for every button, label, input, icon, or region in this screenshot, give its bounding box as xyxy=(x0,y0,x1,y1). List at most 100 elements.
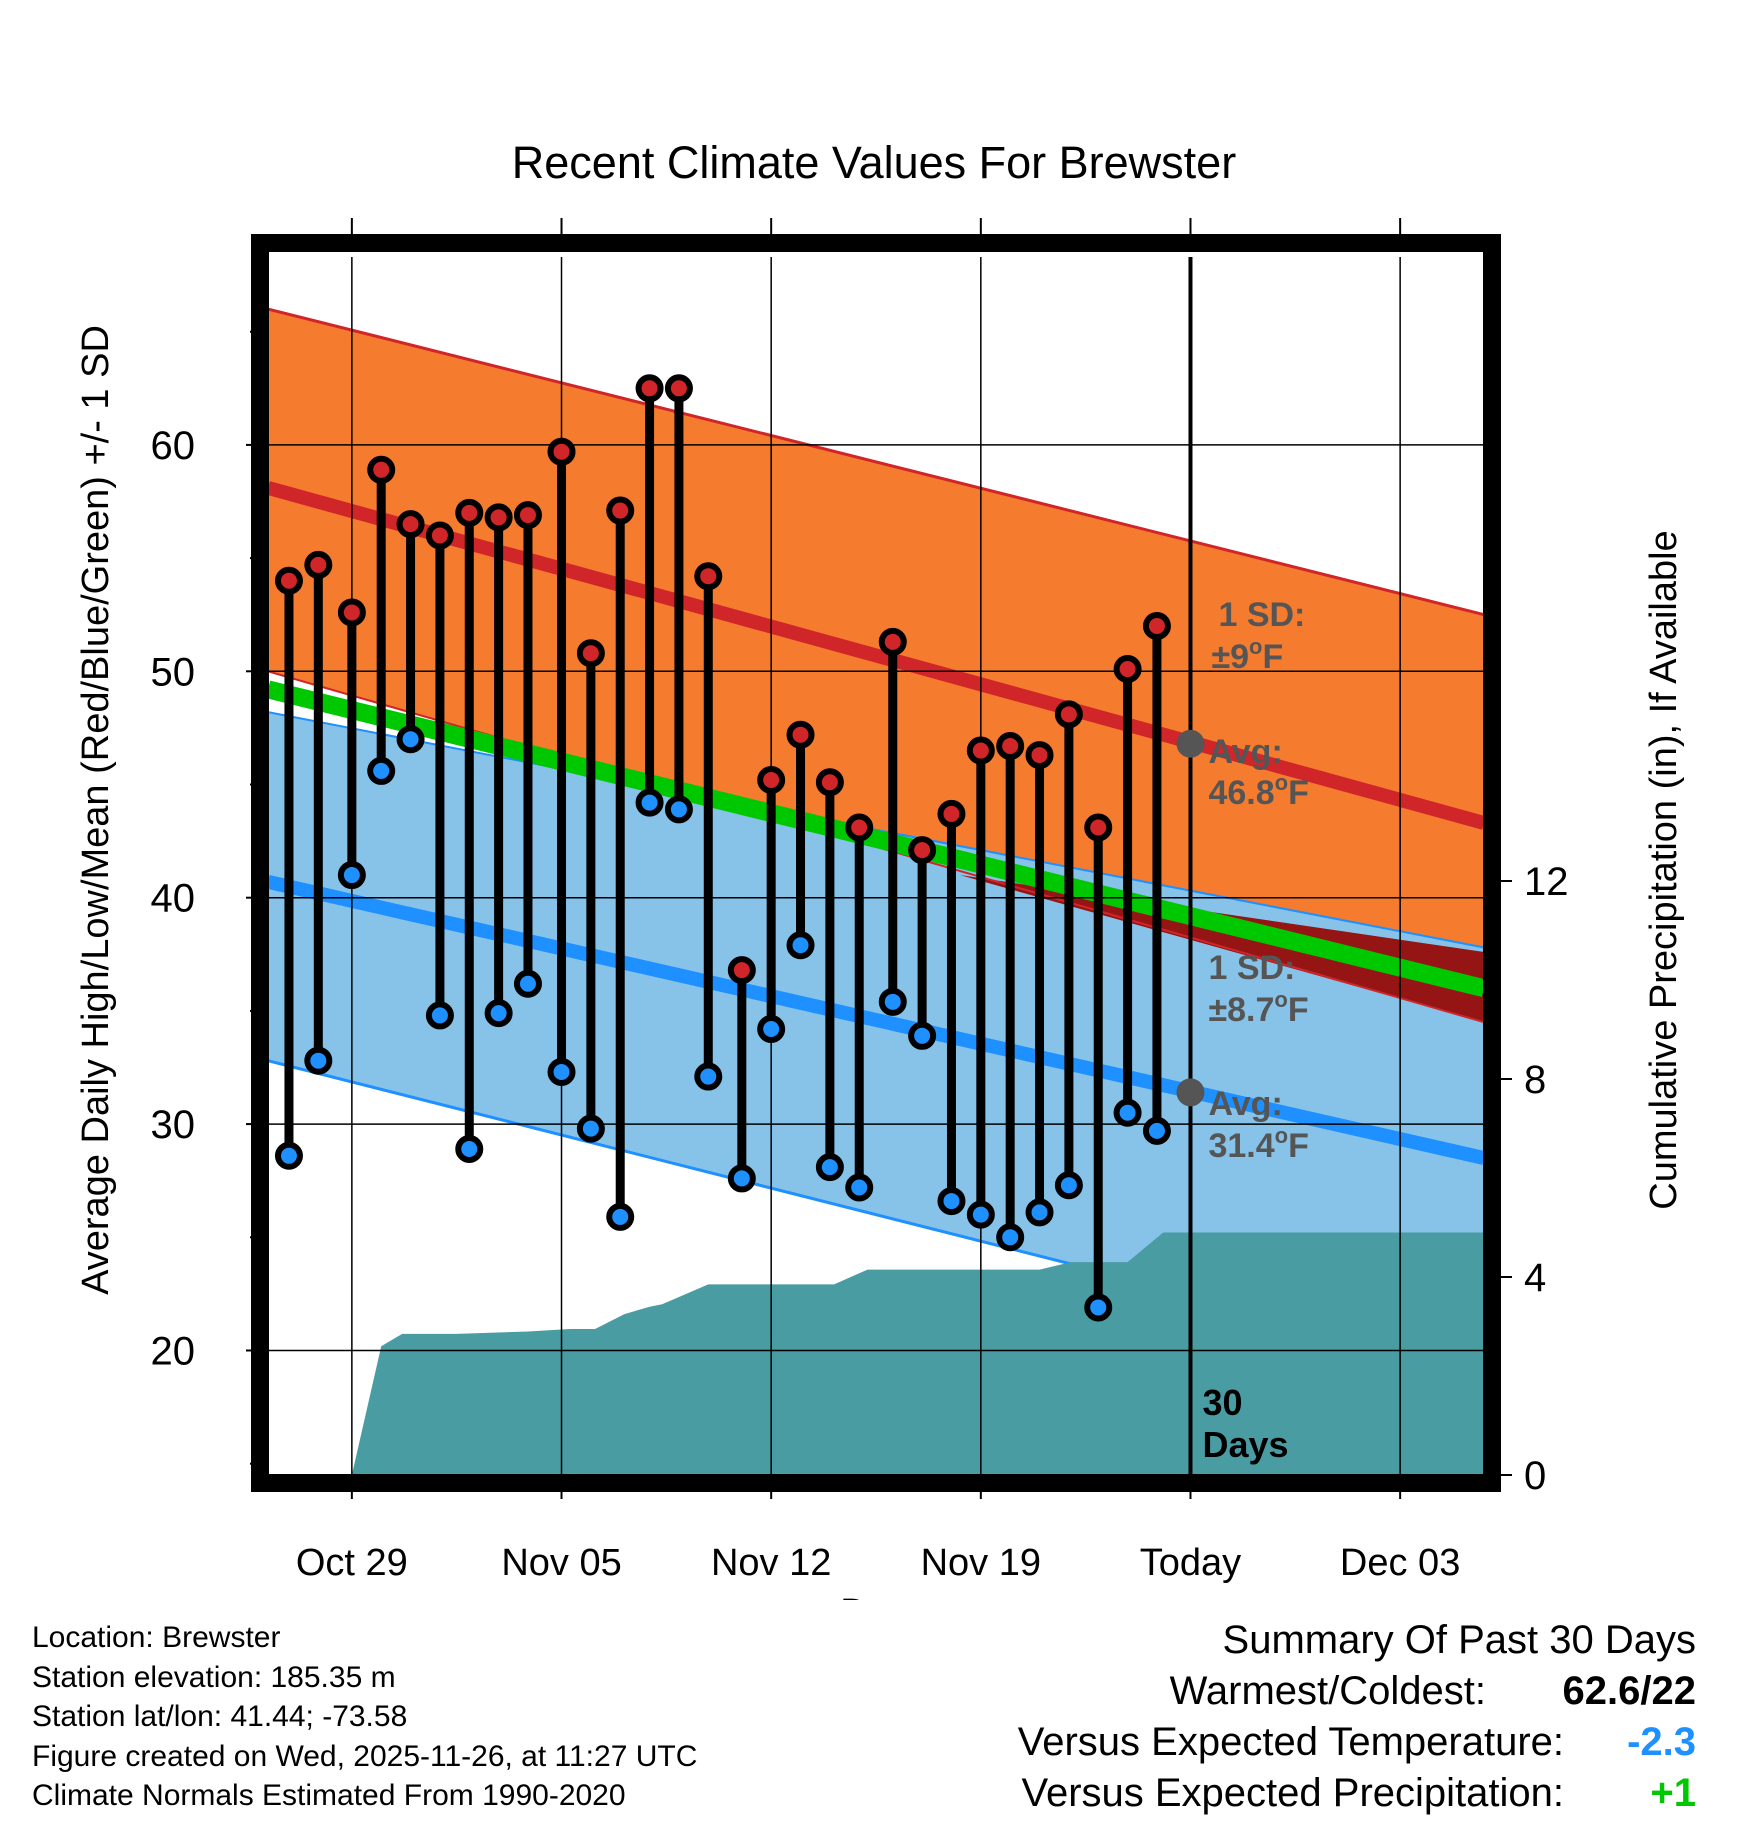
low-avg-label: Avg: xyxy=(1208,1085,1282,1123)
summary-precip-label: Versus Expected Precipitation: xyxy=(1021,1771,1564,1815)
daily-high-point xyxy=(815,768,844,797)
daily-low-point xyxy=(908,1021,937,1050)
low-sd-label: 1 SD: xyxy=(1208,949,1295,987)
low-avg-marker xyxy=(1176,1078,1205,1107)
daily-high-point xyxy=(484,503,513,532)
daily-high-point xyxy=(727,956,756,985)
high-avg-marker xyxy=(1176,729,1205,758)
daily-low-point xyxy=(635,788,664,817)
high-sd-label: 1 SD: xyxy=(1218,596,1305,634)
daily-high-point xyxy=(455,498,484,527)
daily-low-point xyxy=(664,795,693,824)
summary-panel: Summary Of Past 30 Days Warmest/Coldest:… xyxy=(896,1615,1696,1819)
daily-high-point xyxy=(845,813,874,842)
daily-high-point xyxy=(1142,612,1171,641)
daily-low-point xyxy=(1025,1198,1054,1227)
high-band-upper-edge xyxy=(268,307,1484,617)
daily-low-point xyxy=(513,969,542,998)
daily-high-point xyxy=(367,455,396,484)
daily-low-point xyxy=(786,931,815,960)
daily-low-point xyxy=(304,1046,333,1075)
x-tick-label: Dec 03 xyxy=(1340,1542,1460,1584)
y2-tick-label: 4 xyxy=(1524,1256,1546,1300)
daily-low-point xyxy=(484,999,513,1028)
daily-low-point xyxy=(757,1015,786,1044)
y-tick-label: 50 xyxy=(151,650,196,694)
x-tick-label: Today xyxy=(1140,1542,1241,1584)
daily-high-point xyxy=(937,799,966,828)
daily-low-point xyxy=(878,987,907,1016)
y2-tick-label: 12 xyxy=(1524,860,1569,904)
elevation-text: Station elevation: 185.35 m xyxy=(32,1660,396,1694)
summary-warmest-row: Warmest/Coldest: 62.6/22 xyxy=(896,1666,1696,1717)
daily-high-point xyxy=(606,496,635,525)
daily-high-point xyxy=(757,765,786,794)
daily-low-point xyxy=(367,756,396,785)
daily-high-point xyxy=(966,736,995,765)
daily-low-point xyxy=(937,1187,966,1216)
daily-high-point xyxy=(908,836,937,865)
x-tick-label: Oct 29 xyxy=(296,1542,408,1584)
daily-high-point xyxy=(694,562,723,591)
daily-low-point xyxy=(337,861,366,890)
y2-tick-label: 8 xyxy=(1524,1058,1546,1102)
daily-low-point xyxy=(727,1164,756,1193)
high-sd-band xyxy=(268,309,1484,1023)
summary-warmest-value: 62.6/22 xyxy=(1562,1669,1696,1713)
station-info: Location: Brewster Station elevation: 18… xyxy=(32,1618,697,1816)
summary-title: Summary Of Past 30 Days xyxy=(1222,1618,1696,1662)
daily-low-point xyxy=(425,1001,454,1030)
created-text: Figure created on Wed, 2025-11-26, at 11… xyxy=(32,1739,698,1773)
high-avg-label: Avg: xyxy=(1208,733,1282,771)
daily-high-point xyxy=(576,639,605,668)
daily-high-point xyxy=(996,732,1025,761)
summary-precip-value: +1 xyxy=(1650,1771,1696,1815)
daily-high-point xyxy=(1113,655,1142,684)
daily-high-point xyxy=(878,627,907,656)
location-text: Location: Brewster xyxy=(32,1621,281,1654)
daily-high-point xyxy=(304,550,333,579)
y-tick-label: 30 xyxy=(151,1103,196,1147)
y-tick-label: 60 xyxy=(151,424,196,468)
daily-low-point xyxy=(815,1153,844,1182)
x-tick-label: Nov 05 xyxy=(501,1542,621,1584)
daily-high-point xyxy=(547,437,576,466)
low-avg-value: 31.4oF xyxy=(1208,1123,1308,1165)
latlon-text: Station lat/lon: 41.44; -73.58 xyxy=(32,1700,408,1733)
y-axis-label: Average Daily High/Low/Mean (Red/Blue/Gr… xyxy=(75,325,117,1295)
daily-high-point xyxy=(1054,700,1083,729)
today-days-label-1: 30 xyxy=(1202,1382,1242,1423)
summary-precip-row: Versus Expected Precipitation: +1 xyxy=(896,1768,1696,1819)
summary-temp-row: Versus Expected Temperature: -2.3 xyxy=(896,1717,1696,1768)
daily-low-point xyxy=(1084,1293,1113,1322)
x-axis-label: Day xyxy=(840,1592,908,1600)
x-tick-label: Nov 12 xyxy=(711,1542,831,1584)
daily-high-point xyxy=(396,510,425,539)
daily-low-point xyxy=(274,1141,303,1170)
y2-axis-label: Cumulative Precipitation (in), If Availa… xyxy=(1643,530,1685,1209)
daily-low-point xyxy=(606,1202,635,1231)
daily-low-point xyxy=(1054,1171,1083,1200)
high-avg-value: 46.8oF xyxy=(1208,770,1308,812)
daily-high-point xyxy=(274,566,303,595)
daily-high-point xyxy=(635,374,664,403)
x-tick-label: Nov 19 xyxy=(921,1542,1041,1584)
daily-low-point xyxy=(1113,1098,1142,1127)
daily-low-point xyxy=(996,1223,1025,1252)
today-days-label-2: Days xyxy=(1202,1424,1288,1465)
daily-low-point xyxy=(576,1114,605,1143)
daily-high-point xyxy=(786,720,815,749)
daily-low-point xyxy=(966,1200,995,1229)
daily-low-point xyxy=(694,1062,723,1091)
daily-high-point xyxy=(1084,813,1113,842)
daily-low-point xyxy=(845,1173,874,1202)
daily-low-point xyxy=(455,1134,484,1163)
chart-title: Recent Climate Values For Brewster xyxy=(512,137,1236,188)
daily-high-point xyxy=(337,598,366,627)
daily-low-point xyxy=(396,725,425,754)
daily-high-point xyxy=(1025,741,1054,770)
daily-high-point xyxy=(664,374,693,403)
y2-tick-label: 0 xyxy=(1524,1454,1546,1498)
normals-text: Climate Normals Estimated From 1990-2020 xyxy=(32,1779,626,1812)
